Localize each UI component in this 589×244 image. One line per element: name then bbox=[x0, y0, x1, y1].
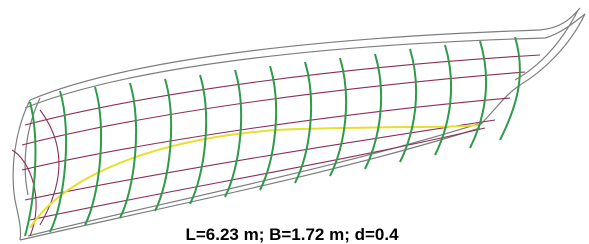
stem-line bbox=[515, 10, 578, 80]
keel-line bbox=[28, 124, 478, 236]
stern-line bbox=[13, 100, 30, 240]
frame bbox=[500, 37, 520, 140]
hull-outline bbox=[13, 8, 585, 240]
frame bbox=[470, 41, 486, 148]
frame bbox=[155, 79, 171, 211]
caption: L=6.23 m; B=1.72 m; d=0.4 bbox=[185, 225, 399, 244]
frame bbox=[400, 49, 416, 162]
waterline bbox=[25, 55, 540, 125]
sheer-line bbox=[25, 14, 585, 108]
page: L=6.23 m; B=1.72 m; d=0.4 {"caption": "L… bbox=[0, 0, 589, 244]
sheer-line bbox=[30, 8, 580, 100]
hull-figure: L=6.23 m; B=1.72 m; d=0.4 bbox=[0, 0, 589, 244]
diagonal bbox=[40, 110, 59, 225]
